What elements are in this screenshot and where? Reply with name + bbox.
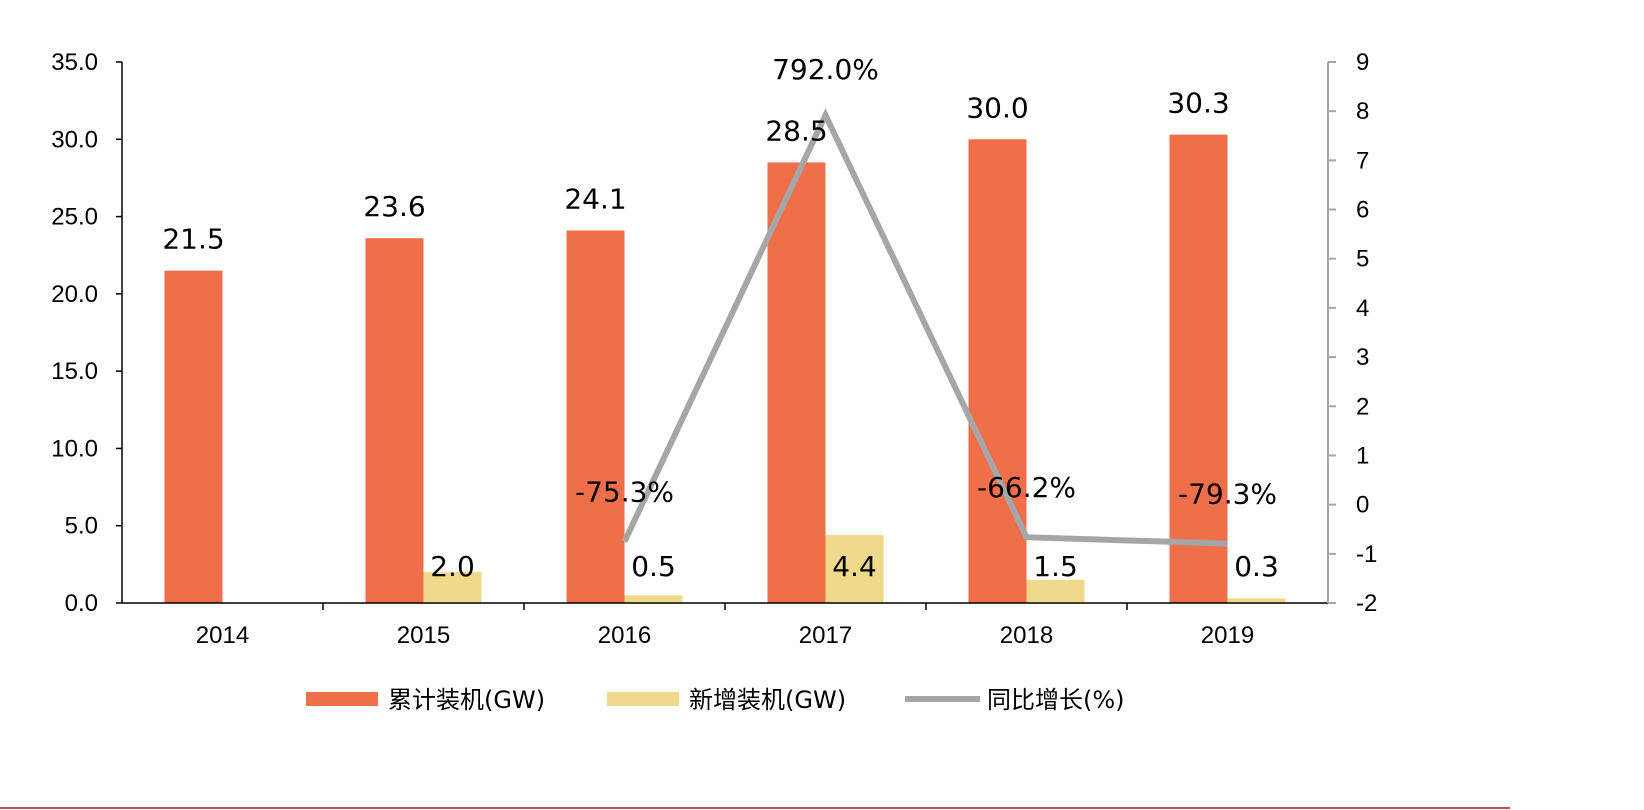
data-label-cumulative: 24.1 xyxy=(564,182,626,215)
data-label-cumulative: 28.5 xyxy=(765,114,827,147)
right-tick-label: 5 xyxy=(1356,246,1369,273)
x-tick-label: 2017 xyxy=(799,622,852,649)
right-tick-label: 8 xyxy=(1356,98,1369,125)
bar-cumulative-2014 xyxy=(164,270,223,603)
bar-cumulative-2019 xyxy=(1169,134,1228,604)
legend-item-growth: 同比增长(%) xyxy=(905,686,1125,714)
x-tick-label: 2018 xyxy=(1000,622,1053,649)
bar-new-2017 xyxy=(825,534,884,603)
x-tick-label: 2016 xyxy=(598,622,651,649)
right-tick-label: -2 xyxy=(1356,590,1377,617)
data-label-new: 4.4 xyxy=(832,550,877,583)
yoy-growth-line xyxy=(621,108,1228,547)
data-label-growth: 792.0% xyxy=(772,53,879,86)
yoy-point-2019 xyxy=(1227,543,1228,545)
data-label-new: 0.5 xyxy=(631,550,676,583)
left-tick-label: 25.0 xyxy=(51,204,98,231)
right-tick-label: 2 xyxy=(1356,393,1369,420)
data-label-cumulative: 23.6 xyxy=(363,190,425,223)
yoy-point-2018 xyxy=(1026,536,1027,538)
data-label-growth: -66.2% xyxy=(977,471,1076,504)
right-tick-label: 9 xyxy=(1356,49,1369,76)
x-tick-label: 2015 xyxy=(397,622,450,649)
line-layer xyxy=(621,108,1228,547)
bar-new-2015 xyxy=(423,572,482,603)
bar-cumulative-2016 xyxy=(566,230,625,604)
axes-layer: 0.0 5.0 10.0 15.0 20.0 25.0 30.0 35.0 -2 -1 0 1 2 3 4 5… xyxy=(51,49,1377,649)
left-tick-label: 0.0 xyxy=(65,590,98,617)
left-tick-label: 15.0 xyxy=(51,358,98,385)
left-tick-label: 35.0 xyxy=(51,49,98,76)
legend-swatch xyxy=(607,692,679,706)
legend: 累计装机(GW) 新增装机(GW) 同比增长(%) xyxy=(306,686,1125,714)
right-tick-label: 4 xyxy=(1356,295,1369,322)
bar-new-2019 xyxy=(1227,598,1286,603)
right-tick-label: 0 xyxy=(1356,492,1369,519)
x-tick-label: 2014 xyxy=(196,622,249,649)
bar-cumulative-2017 xyxy=(767,162,826,603)
legend-label: 新增装机(GW) xyxy=(689,686,846,714)
data-label-layer: 21.5 23.6 24.1 28.5 30.0 30.3 2.0 0.5 4.4 1.5 0.3 -… xyxy=(162,53,1278,583)
data-label-cumulative: 30.0 xyxy=(966,91,1028,124)
legend-item-new: 新增装机(GW) xyxy=(607,686,846,714)
bar-new-2018 xyxy=(1026,579,1085,603)
left-tick-label: 5.0 xyxy=(65,513,98,540)
legend-item-cumulative: 累计装机(GW) xyxy=(306,686,545,714)
yoy-point-2016 xyxy=(624,541,625,543)
right-tick-label: 3 xyxy=(1356,344,1369,371)
bar-new-2016 xyxy=(624,595,683,603)
right-tick-label: -1 xyxy=(1356,541,1377,568)
bar-cumulative-2018 xyxy=(968,139,1027,604)
data-label-new: 2.0 xyxy=(430,550,475,583)
left-tick-label: 10.0 xyxy=(51,435,98,462)
data-label-new: 0.3 xyxy=(1234,550,1279,583)
bar-layer xyxy=(164,134,1286,604)
x-tick-label: 2019 xyxy=(1201,622,1254,649)
right-tick-label: 6 xyxy=(1356,197,1369,224)
legend-swatch xyxy=(306,692,378,706)
data-label-cumulative: 30.3 xyxy=(1167,87,1229,120)
legend-label: 同比增长(%) xyxy=(987,686,1125,714)
bar-cumulative-2015 xyxy=(365,238,424,603)
data-label-growth: -79.3% xyxy=(1178,478,1277,511)
right-tick-label: 7 xyxy=(1356,147,1369,174)
left-tick-label: 30.0 xyxy=(51,126,98,153)
data-label-growth: -75.3% xyxy=(575,476,674,509)
data-label-cumulative: 21.5 xyxy=(162,223,224,256)
left-tick-label: 20.0 xyxy=(51,281,98,308)
data-label-new: 1.5 xyxy=(1033,550,1078,583)
right-tick-label: 1 xyxy=(1356,442,1369,469)
yoy-point-2017 xyxy=(825,114,826,116)
legend-label: 累计装机(GW) xyxy=(388,686,545,714)
